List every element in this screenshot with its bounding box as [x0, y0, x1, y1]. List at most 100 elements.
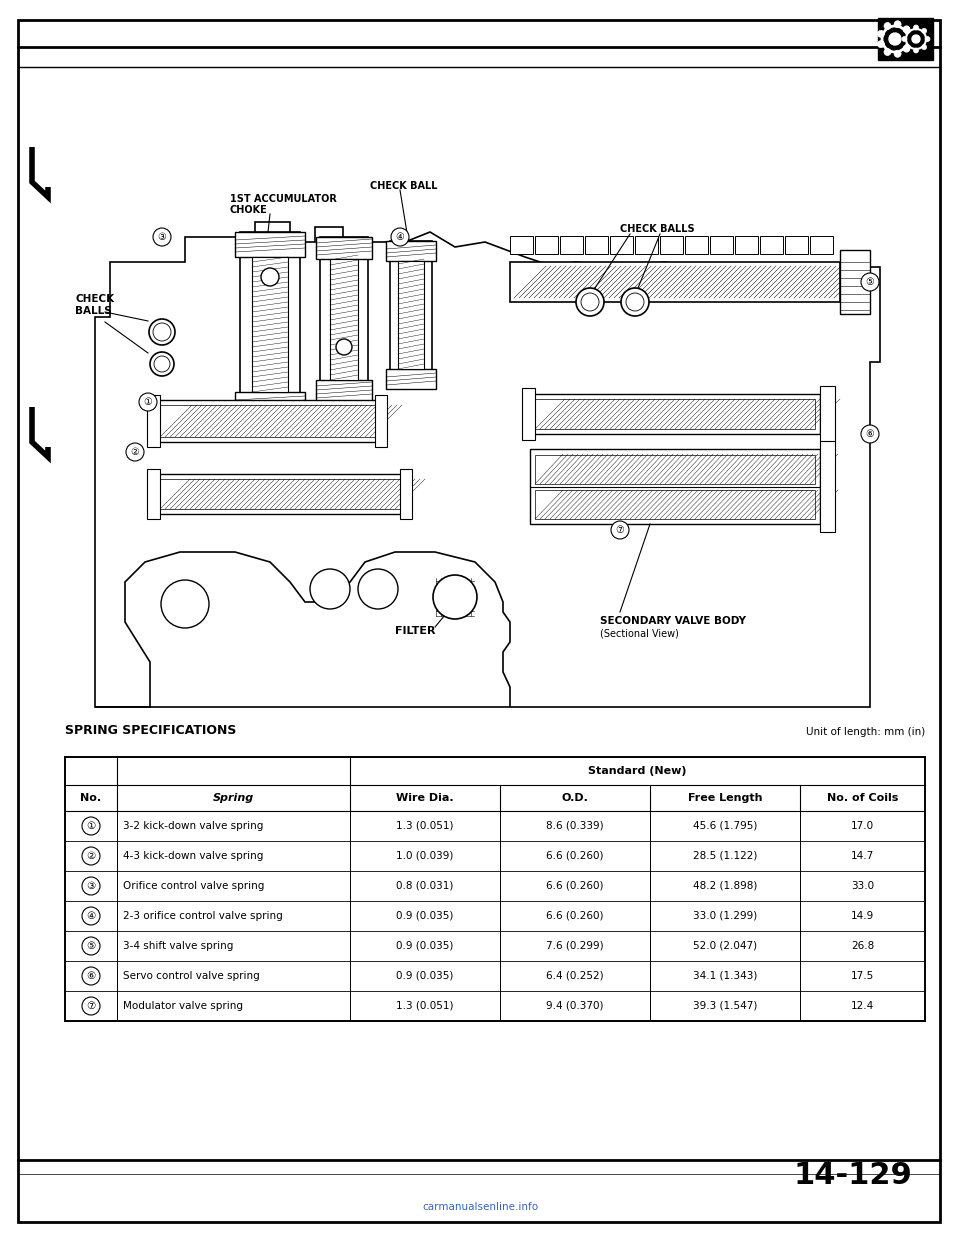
Text: 14.9: 14.9 [851, 910, 875, 922]
Text: 14-129: 14-129 [793, 1161, 912, 1190]
Circle shape [626, 293, 644, 310]
Text: (Sectional View): (Sectional View) [600, 628, 679, 638]
Text: Modulator valve spring: Modulator valve spring [123, 1001, 243, 1011]
Circle shape [82, 936, 100, 955]
Bar [840, 250, 870, 314]
Text: FILTER: FILTER [395, 626, 435, 636]
Circle shape [906, 36, 914, 42]
Text: Wire Dia.: Wire Dia. [396, 792, 454, 804]
Text: ①: ① [144, 397, 153, 407]
Text: ⑥: ⑥ [86, 971, 96, 981]
Bar [510, 262, 840, 302]
Bar [160, 405, 375, 437]
Text: 33.0: 33.0 [851, 881, 874, 891]
Text: 6.6 (0.260): 6.6 (0.260) [546, 851, 604, 861]
Bar [820, 441, 835, 532]
Bar [155, 400, 380, 442]
Bar [535, 491, 815, 519]
Bar [510, 236, 533, 255]
Text: CHECK: CHECK [75, 294, 114, 304]
Text: ⑥: ⑥ [866, 428, 875, 438]
Bar [316, 380, 372, 402]
Bar [530, 394, 820, 433]
Text: 3-4 shift valve spring: 3-4 shift valve spring [123, 941, 233, 951]
Circle shape [894, 50, 901, 57]
Bar [330, 260, 358, 380]
Bar [660, 236, 683, 255]
Circle shape [912, 35, 920, 43]
Bar [535, 455, 815, 484]
Text: Standard (New): Standard (New) [588, 766, 686, 776]
Bar [535, 399, 815, 428]
Text: 1ST ACCUMULATOR: 1ST ACCUMULATOR [230, 194, 337, 204]
Circle shape [861, 425, 879, 443]
Text: ⑤: ⑤ [86, 941, 96, 951]
Bar [785, 236, 808, 255]
Text: SPRING SPECIFICATIONS: SPRING SPECIFICATIONS [65, 724, 236, 737]
Bar [240, 232, 300, 417]
Circle shape [581, 293, 599, 310]
Circle shape [882, 26, 908, 52]
Circle shape [336, 339, 352, 355]
Circle shape [861, 273, 879, 291]
Text: No.: No. [81, 792, 102, 804]
Text: Orifice control valve spring: Orifice control valve spring [123, 881, 264, 891]
Text: ⑦: ⑦ [86, 1001, 96, 1011]
Text: 3-2 kick-down valve spring: 3-2 kick-down valve spring [123, 821, 263, 831]
Bar [522, 388, 535, 440]
Bar [585, 236, 608, 255]
Circle shape [914, 48, 919, 53]
Text: SECONDARY VALVE BODY: SECONDARY VALVE BODY [600, 616, 746, 626]
Bar [810, 236, 833, 255]
Text: 6.4 (0.252): 6.4 (0.252) [546, 971, 604, 981]
Circle shape [82, 847, 100, 864]
Text: ⑤: ⑤ [866, 277, 875, 287]
Text: 12.4: 12.4 [851, 1001, 875, 1011]
Bar [398, 261, 424, 369]
Circle shape [905, 29, 910, 34]
Bar [155, 474, 405, 514]
Text: 6.6 (0.260): 6.6 (0.260) [546, 910, 604, 922]
Bar [147, 469, 160, 519]
Text: ①: ① [86, 821, 96, 831]
Circle shape [576, 288, 604, 315]
Bar [735, 236, 758, 255]
Bar [252, 257, 288, 392]
Text: 14.7: 14.7 [851, 851, 875, 861]
Bar [610, 236, 633, 255]
Text: 34.1 (1.343): 34.1 (1.343) [693, 971, 757, 981]
Text: ③: ③ [157, 232, 166, 242]
Text: 0.8 (0.031): 0.8 (0.031) [396, 881, 454, 891]
Text: 1.3 (0.051): 1.3 (0.051) [396, 821, 454, 831]
Text: 52.0 (2.047): 52.0 (2.047) [693, 941, 757, 951]
Text: 17.0: 17.0 [851, 821, 874, 831]
Text: 8.6 (0.339): 8.6 (0.339) [546, 821, 604, 831]
Text: O.D.: O.D. [562, 792, 588, 804]
Circle shape [310, 569, 350, 609]
Circle shape [925, 36, 930, 41]
Circle shape [150, 351, 174, 376]
Bar [685, 236, 708, 255]
Text: carmanualsenline.info: carmanualsenline.info [422, 1202, 538, 1212]
Circle shape [391, 229, 409, 246]
Text: 26.8: 26.8 [851, 941, 875, 951]
Bar [878, 17, 933, 60]
Circle shape [884, 48, 891, 56]
Text: Unit of length: mm (in): Unit of length: mm (in) [805, 727, 925, 737]
Text: CHECK BALL: CHECK BALL [370, 181, 438, 191]
Circle shape [161, 580, 209, 628]
Text: 6.6 (0.260): 6.6 (0.260) [546, 881, 604, 891]
Bar [160, 479, 400, 509]
Text: BALLS: BALLS [75, 306, 111, 315]
Bar [635, 236, 658, 255]
Text: Spring: Spring [213, 792, 254, 804]
Circle shape [153, 323, 171, 342]
Text: ②: ② [86, 851, 96, 861]
Circle shape [905, 45, 910, 50]
Circle shape [82, 907, 100, 925]
Circle shape [877, 41, 884, 47]
Text: ④: ④ [86, 910, 96, 922]
Bar [560, 236, 583, 255]
Text: 45.6 (1.795): 45.6 (1.795) [693, 821, 757, 831]
Bar [820, 386, 835, 442]
